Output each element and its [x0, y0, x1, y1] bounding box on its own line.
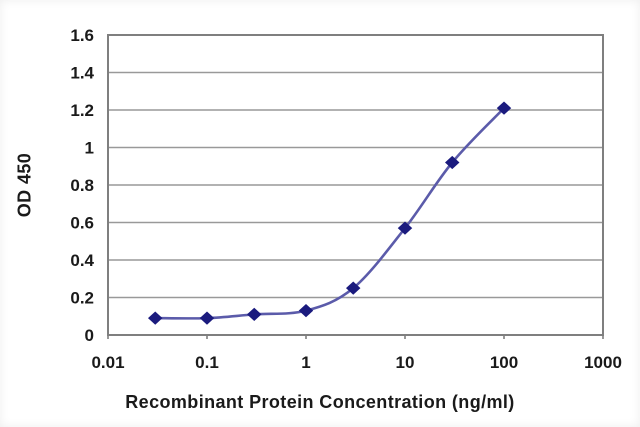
- x-tick-label-1: 1: [301, 353, 310, 372]
- x-tick-label-100: 100: [490, 353, 518, 372]
- y-tick-label-0.8: 0.8: [70, 176, 94, 195]
- x-tick-label-0.01: 0.01: [91, 353, 124, 372]
- data-point-marker-0.1: [199, 311, 215, 325]
- data-point-marker-10: [397, 221, 413, 235]
- x-tick-label-1000: 1000: [584, 353, 622, 372]
- x-tick-label-0.1: 0.1: [195, 353, 219, 372]
- x-axis-title: Recombinant Protein Concentration (ng/ml…: [125, 392, 515, 412]
- series-line-0: [155, 107, 505, 320]
- y-tick-label-0.2: 0.2: [70, 289, 94, 308]
- plot-border: [107, 34, 604, 336]
- y-tick-label-0: 0: [85, 326, 94, 345]
- data-point-marker-1: [298, 303, 314, 318]
- data-point-marker-30: [444, 155, 460, 170]
- y-tick-label-1.6: 1.6: [70, 26, 94, 45]
- y-tick-label-1.4: 1.4: [70, 64, 94, 83]
- data-point-marker-0.3: [246, 307, 262, 322]
- data-point-marker-100: [496, 101, 512, 115]
- y-tick-label-1: 1: [85, 139, 94, 158]
- y-tick-label-1.2: 1.2: [70, 101, 94, 120]
- data-point-marker-3: [345, 281, 361, 295]
- data-point-marker-0.03: [147, 311, 163, 325]
- y-tick-label-0.6: 0.6: [70, 214, 94, 233]
- x-tick-label-10: 10: [396, 353, 415, 372]
- y-tick-label-0.4: 0.4: [70, 251, 94, 270]
- y-axis-title: OD 450: [14, 152, 35, 218]
